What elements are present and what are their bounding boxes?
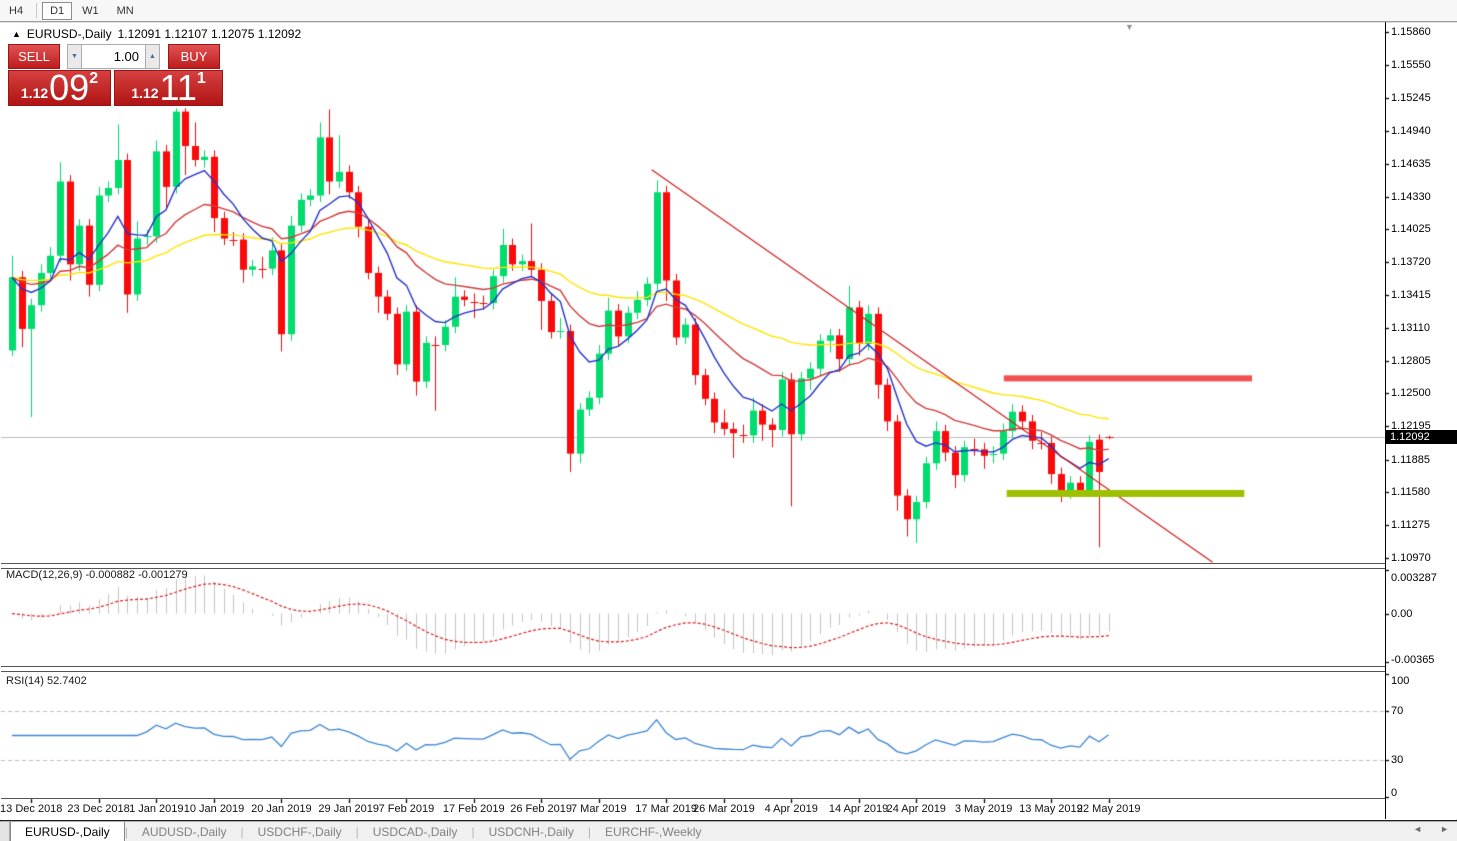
date-axis-label: 3 May 2019 <box>954 803 1013 815</box>
sell-price-prefix: 1.12 <box>20 85 49 101</box>
sell-price-display[interactable]: 1.12 09 2 <box>8 70 111 106</box>
price-axis-label: 1.11275 <box>1391 519 1430 532</box>
chart-symbol-label: EURUSD-,Daily <box>26 27 112 41</box>
tab-divider: | <box>355 825 359 839</box>
rsi-panel-splitter[interactable] <box>1 666 1385 672</box>
symbol-tab-usdcad[interactable]: USDCAD-,Daily <box>372 825 458 839</box>
price-axis-label: 1.15550 <box>1391 59 1431 72</box>
price-axis-label: 1.13720 <box>1391 256 1431 269</box>
date-axis-label: 23 Dec 2018 <box>67 803 130 815</box>
date-axis-label: 29 Jan 2019 <box>318 803 379 815</box>
tab-divider: | <box>587 825 592 839</box>
tab-scroll-left-icon[interactable]: ◄ <box>1413 824 1423 834</box>
tab-scroll-right-icon[interactable]: ► <box>1440 824 1449 834</box>
rsi-axis-label: 70 <box>1391 704 1404 717</box>
price-axis-label: 1.12500 <box>1391 387 1431 400</box>
date-axis-label: 4 Apr 2019 <box>764 803 818 815</box>
tab-scroll-corner <box>0 822 10 841</box>
price-axis-label: 1.13110 <box>1391 321 1430 334</box>
trade-controls-row: SELL ▼ ▲ BUY <box>8 44 223 69</box>
macd-panel-splitter[interactable] <box>1 563 1385 569</box>
tab-divider: | <box>240 825 244 839</box>
one-click-trade-panel: SELL ▼ ▲ BUY 1.12 09 2 1.12 11 1 <box>8 44 223 106</box>
rsi-axis-label: 30 <box>1391 754 1404 767</box>
symbol-marker-icon: ▲ <box>12 29 21 39</box>
buy-button[interactable]: BUY <box>168 44 220 69</box>
price-axis-label: 1.14330 <box>1391 190 1431 203</box>
volume-input[interactable] <box>82 44 145 69</box>
price-axis-label: 1.12805 <box>1391 354 1431 367</box>
date-axis-separator <box>1 798 1385 799</box>
macd-indicator-label: MACD(12,26,9) -0.000882 -0.001279 <box>6 569 188 581</box>
rsi-axis-label: 0 <box>1391 787 1398 799</box>
date-axis-label: 17 Feb 2019 <box>442 803 505 815</box>
symbol-tab-audusd[interactable]: AUDUSD-,Daily <box>141 825 227 839</box>
symbol-tab-usdchf[interactable]: USDCHF-,Daily <box>257 825 342 839</box>
axis-separator <box>1385 22 1386 819</box>
price-axis-label: 1.14025 <box>1391 223 1431 236</box>
volume-increase-button[interactable]: ▲ <box>145 44 160 69</box>
sell-price-pipette: 2 <box>89 70 99 87</box>
date-axis-label: 13 Dec 2018 <box>0 803 63 815</box>
date-axis-label: 7 Mar 2019 <box>570 803 627 815</box>
price-axis-label: 1.12195 <box>1391 420 1431 433</box>
date-axis-label: 17 Mar 2019 <box>635 803 698 815</box>
current-price-tag: 1.12092 <box>1386 430 1457 445</box>
date-axis-label: 26 Feb 2019 <box>510 803 572 815</box>
price-axis-label: 1.11580 <box>1391 486 1430 499</box>
date-axis-label: 13 May 2019 <box>1019 803 1083 815</box>
tab-scroll-buttons: ◄ ► <box>1413 824 1449 834</box>
price-axis-label: 1.13415 <box>1391 289 1431 301</box>
symbol-tab-usdcnh[interactable]: USDCNH-,Daily <box>488 825 574 839</box>
date-axis-label: 22 May 2019 <box>1076 803 1141 815</box>
price-axis-label: 1.15245 <box>1391 92 1431 105</box>
macd-axis-label: -0.00365 <box>1391 654 1435 666</box>
chart-shift-marker-icon[interactable]: ▼ <box>1125 22 1134 32</box>
date-axis-label: 26 Mar 2019 <box>692 803 755 815</box>
symbol-tab-bar: EURUSD-,Daily | AUDUSD-,Daily | USDCHF-,Dail… <box>0 821 1457 841</box>
tab-divider: | <box>124 825 128 839</box>
buy-price-big: 11 <box>159 67 197 108</box>
buy-price-pipette: 1 <box>196 70 206 87</box>
date-axis-label: 24 Apr 2019 <box>886 803 946 815</box>
sell-button[interactable]: SELL <box>8 44 60 69</box>
price-axis-label: 1.14635 <box>1391 157 1431 170</box>
date-axis-label: 20 Jan 2019 <box>251 803 312 815</box>
rsi-axis-label: 100 <box>1391 675 1410 687</box>
chart-header: ▲ EURUSD-,Daily 1.12091 1.12107 1.12075 … <box>12 27 301 41</box>
tab-divider: | <box>471 825 475 839</box>
symbol-tab-eurusd[interactable]: EURUSD-,Daily <box>10 822 125 841</box>
rsi-indicator-label: RSI(14) 52.7402 <box>6 675 87 687</box>
date-axis-label: 14 Apr 2019 <box>828 803 889 815</box>
price-axis-label: 1.11885 <box>1391 453 1430 466</box>
date-axis-label: 1 Jan 2019 <box>129 803 184 815</box>
date-axis-label: 7 Feb 2019 <box>378 803 435 815</box>
price-axis-label: 1.10970 <box>1391 552 1431 564</box>
price-axis-label: 1.14940 <box>1391 124 1431 137</box>
volume-decrease-button[interactable]: ▼ <box>67 44 82 69</box>
date-axis-label: 10 Jan 2019 <box>183 803 245 815</box>
chart-ohlc-values: 1.12091 1.12107 1.12075 1.12092 <box>117 27 302 41</box>
macd-axis-label: 0.00 <box>1391 607 1413 620</box>
buy-price-display[interactable]: 1.12 11 1 <box>114 70 223 106</box>
symbol-tab-eurchf[interactable]: EURCHF-,Weekly <box>605 825 702 839</box>
sell-price-big: 09 <box>49 67 90 108</box>
price-axis-label: 1.15860 <box>1391 26 1431 38</box>
buy-price-prefix: 1.12 <box>131 85 159 101</box>
macd-axis-label: 0.003287 <box>1391 572 1437 584</box>
